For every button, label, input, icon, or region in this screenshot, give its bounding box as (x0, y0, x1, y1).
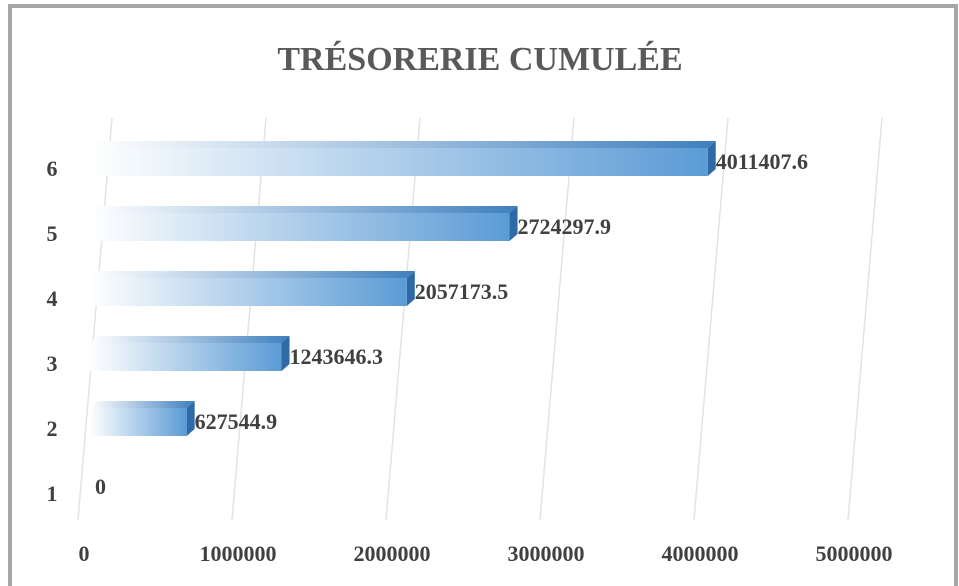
y-tick-label: 3 (47, 351, 58, 376)
y-tick-label: 5 (47, 221, 58, 246)
grid-line (385, 117, 421, 521)
bar-end (281, 336, 290, 371)
grid-line (693, 117, 729, 521)
data-label: 2724297.9 (518, 214, 612, 239)
bar (90, 206, 518, 241)
x-tick-label: 3000000 (508, 541, 585, 566)
grid-line (77, 117, 113, 521)
x-tick-label: 2000000 (354, 541, 431, 566)
bar (90, 336, 290, 371)
grid-line (847, 117, 883, 521)
bar-front (90, 343, 282, 371)
grid-line (539, 117, 575, 521)
data-label: 2057173.5 (415, 279, 509, 304)
data-label: 0 (95, 474, 106, 499)
bar-end (186, 401, 195, 436)
y-tick-label: 2 (47, 416, 58, 441)
y-tick-label: 4 (47, 286, 58, 311)
bar (90, 271, 415, 306)
bar-top (90, 206, 518, 213)
x-tick-label: 5000000 (816, 541, 893, 566)
bar-end (406, 271, 415, 306)
bar (90, 401, 195, 436)
chart-title: TRÉSORERIE CUMULÉE (277, 41, 682, 78)
y-tick-label: 1 (47, 481, 58, 506)
bar-front (90, 278, 407, 306)
bar-top (90, 141, 716, 148)
bar (90, 141, 716, 176)
data-label: 627544.9 (195, 409, 277, 434)
bar-front (90, 213, 510, 241)
y-tick-label: 6 (47, 156, 58, 181)
x-tick-label: 1000000 (200, 541, 277, 566)
bar-front (90, 408, 187, 436)
bar-end (509, 206, 518, 241)
chart-border (8, 4, 958, 586)
bar-end (707, 141, 716, 176)
grid-line (231, 117, 267, 521)
x-tick-label: 4000000 (662, 541, 739, 566)
bar-top (90, 336, 290, 343)
bar-top (90, 401, 195, 408)
x-tick-label: 0 (79, 541, 90, 566)
bar-front (90, 148, 708, 176)
data-label: 1243646.3 (290, 344, 384, 369)
bar-top (90, 271, 415, 278)
data-label: 4011407.6 (716, 149, 808, 174)
